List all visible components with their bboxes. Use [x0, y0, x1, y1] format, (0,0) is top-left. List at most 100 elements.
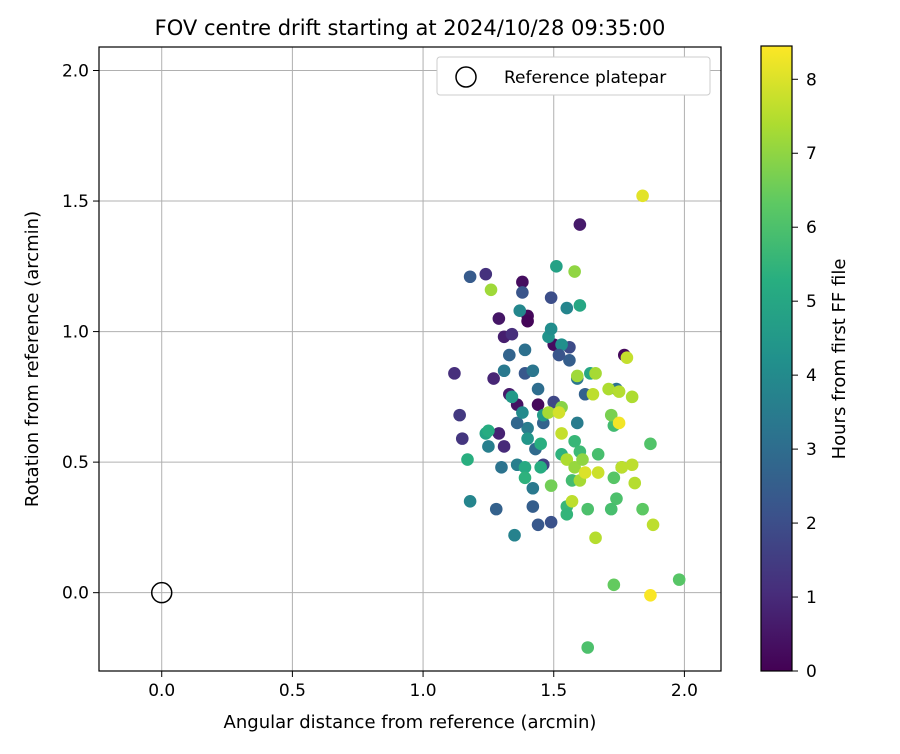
data-point — [568, 461, 581, 474]
data-point — [578, 466, 592, 479]
colorbar-tick-label: 4 — [806, 366, 817, 386]
data-point — [510, 416, 524, 430]
data-point — [589, 531, 602, 545]
data-point — [604, 408, 618, 422]
data-point — [497, 364, 511, 378]
data-point — [544, 322, 558, 336]
y-axis-label: Rotation from reference (arcmin) — [22, 211, 43, 507]
data-point — [620, 351, 634, 364]
data-point — [531, 382, 545, 396]
data-point — [516, 406, 529, 419]
y-tick-label: 1.5 — [62, 192, 89, 212]
colorbar-tick-label: 1 — [806, 588, 817, 608]
data-point — [453, 408, 466, 422]
data-point — [492, 312, 506, 325]
data-point — [463, 270, 477, 284]
data-point — [591, 466, 605, 479]
data-point — [586, 387, 600, 401]
data-point — [482, 424, 495, 438]
data-point — [489, 502, 503, 516]
data-point — [505, 327, 519, 341]
y-tick-label: 1.0 — [62, 323, 89, 343]
data-point — [555, 427, 568, 440]
data-point — [589, 367, 602, 380]
legend-marker-circle — [455, 66, 477, 88]
data-point — [573, 299, 587, 312]
data-point — [521, 432, 534, 445]
data-point — [544, 479, 558, 492]
data-point — [518, 461, 532, 474]
colorbar-tick-label: 5 — [806, 292, 817, 312]
data-point — [570, 416, 584, 430]
chart-title: FOV centre drift starting at 2024/10/28 … — [155, 16, 666, 40]
data-point — [581, 641, 595, 654]
colorbar-label: Hours from first FF file — [829, 259, 850, 460]
data-point — [463, 494, 477, 508]
x-tick-label: 1.0 — [410, 681, 437, 701]
data-point — [612, 416, 626, 430]
data-point — [518, 471, 532, 485]
data-point — [573, 218, 587, 231]
data-point — [636, 189, 649, 203]
data-point — [568, 265, 581, 278]
data-point — [602, 382, 615, 396]
x-tick-label: 0.0 — [148, 681, 175, 701]
data-point — [550, 260, 563, 273]
y-tick-label: 0.5 — [62, 453, 89, 473]
colorbar-tick-label: 8 — [806, 70, 817, 90]
colorbar-ticks: 0 1 2 3 4 5 6 7 8 — [792, 70, 817, 682]
y-tick-label: 2.0 — [62, 61, 89, 81]
data-point — [531, 518, 545, 532]
data-point — [497, 440, 511, 453]
data-point — [644, 588, 657, 602]
data-point — [625, 458, 639, 472]
data-point — [581, 502, 595, 516]
legend: Reference platepar — [436, 56, 711, 96]
data-point — [560, 301, 574, 315]
x-axis-ticks: 0.0 0.5 1.0 1.5 2.0 — [148, 671, 698, 701]
data-point — [448, 367, 461, 380]
data-point — [516, 286, 529, 299]
data-point — [513, 304, 527, 317]
data-point — [672, 573, 686, 586]
data-point — [615, 461, 628, 474]
data-point — [526, 481, 540, 495]
data-point — [568, 434, 581, 448]
data-point — [552, 406, 566, 419]
data-point — [492, 427, 506, 440]
data-point — [479, 267, 493, 281]
data-point — [604, 502, 618, 516]
data-point — [552, 348, 566, 362]
colorbar-tick-label: 2 — [806, 514, 817, 534]
colorbar: 0 1 2 3 4 5 6 7 8 Hours from first FF file — [760, 45, 850, 682]
x-tick-label: 2.0 — [671, 681, 698, 701]
y-tick-label: 0.0 — [62, 584, 89, 604]
data-point — [560, 453, 574, 466]
data-point — [531, 398, 545, 411]
data-point — [612, 385, 626, 398]
data-point — [544, 291, 558, 304]
data-point — [628, 476, 642, 490]
data-point — [495, 461, 508, 474]
colorbar-tick-label: 3 — [806, 440, 817, 460]
reference-point — [150, 581, 173, 604]
data-point — [607, 471, 621, 485]
data-point — [487, 372, 500, 385]
data-point — [455, 432, 469, 445]
data-point — [516, 275, 529, 289]
data-point — [542, 406, 555, 419]
data-points — [448, 189, 686, 654]
data-point — [565, 494, 579, 508]
data-point — [484, 283, 498, 297]
data-point — [544, 515, 558, 529]
x-tick-label: 0.5 — [279, 681, 306, 701]
data-point — [644, 437, 657, 451]
data-point — [503, 348, 516, 362]
y-axis-ticks: 0.0 0.5 1.0 1.5 2.0 — [62, 61, 99, 604]
data-point — [555, 338, 568, 351]
data-point — [560, 508, 574, 521]
data-point — [591, 447, 605, 461]
data-point — [646, 518, 660, 532]
